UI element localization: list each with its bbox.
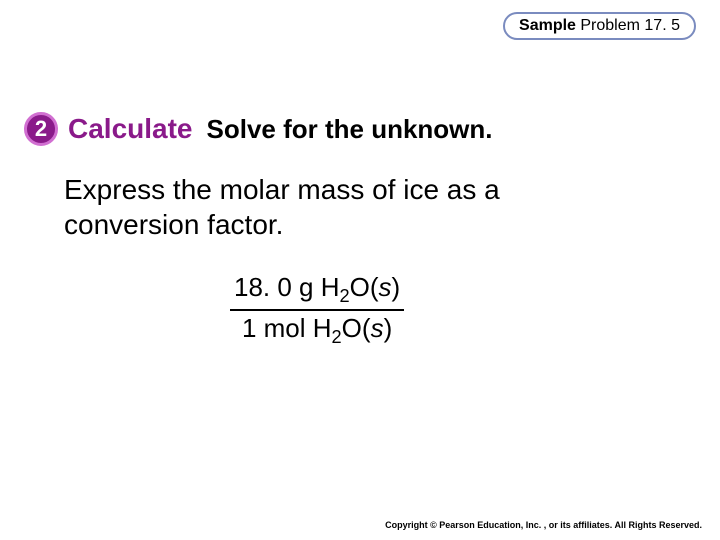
- numerator-subscript: 2: [340, 286, 350, 306]
- header-bold: Sample: [519, 17, 576, 34]
- numerator-close: ): [392, 272, 401, 302]
- fraction-numerator: 18. 0 g H2O(s): [230, 272, 404, 311]
- header-badge: Sample Problem 17. 5: [503, 12, 696, 40]
- step-number: 2: [35, 116, 47, 142]
- numerator-prefix: 18. 0 g H: [234, 272, 340, 302]
- denominator-prefix: 1 mol H: [242, 313, 332, 343]
- numerator-state: s: [379, 272, 392, 302]
- denominator-state: s: [371, 313, 384, 343]
- numerator-suffix: O(: [350, 272, 379, 302]
- conversion-factor-fraction: 18. 0 g H2O(s) 1 mol H2O(s): [230, 272, 404, 348]
- fraction-denominator: 1 mol H2O(s): [242, 311, 392, 348]
- step-subtitle: Solve for the unknown.: [207, 114, 493, 145]
- denominator-close: ): [384, 313, 393, 343]
- body-text: Express the molar mass of ice as a conve…: [64, 172, 624, 242]
- copyright-text: Copyright © Pearson Education, Inc. , or…: [385, 520, 702, 530]
- denominator-subscript: 2: [332, 327, 342, 347]
- step-title: Calculate: [68, 113, 193, 145]
- denominator-suffix: O(: [342, 313, 371, 343]
- step-number-circle: 2: [24, 112, 58, 146]
- step-row: 2 Calculate Solve for the unknown.: [24, 112, 493, 146]
- header-rest: Problem 17. 5: [576, 17, 680, 34]
